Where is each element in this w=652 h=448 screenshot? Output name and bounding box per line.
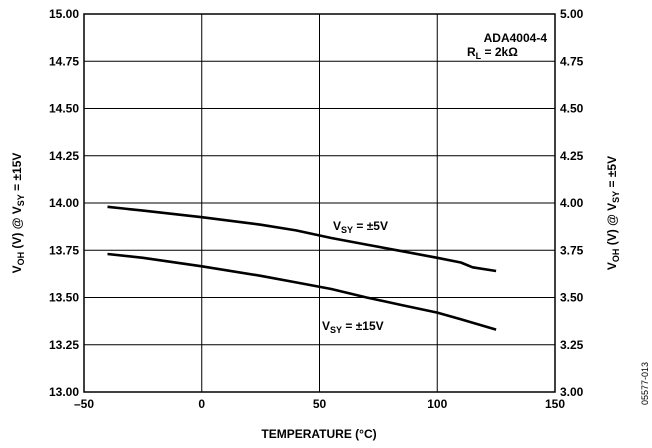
y-tick-label-right: 4.50 xyxy=(560,102,584,116)
y-tick-label-right: 3.25 xyxy=(560,338,584,352)
y-tick-label-right: 4.75 xyxy=(560,54,584,68)
y-tick-label-left: 14.00 xyxy=(49,196,79,210)
load-label: RL = 2kΩ xyxy=(467,45,518,61)
y-tick-label-left: 14.50 xyxy=(49,102,79,116)
y-tick-label-left: 14.25 xyxy=(49,149,79,163)
y-axis-label-left: VOH (V) @ VSY = ±15V xyxy=(10,153,26,274)
x-tick-label: 150 xyxy=(545,397,565,411)
series-label-15v: VSY = ±15V xyxy=(322,319,384,335)
y-tick-label-left: 13.50 xyxy=(49,291,79,305)
x-tick-label: –50 xyxy=(74,397,94,411)
y-tick-label-left: 14.75 xyxy=(49,54,79,68)
y-tick-label-left: 13.00 xyxy=(49,385,79,399)
series-label-5v: VSY = ±5V xyxy=(333,219,388,235)
series-line-5v xyxy=(107,205,497,273)
y-tick-label-left: 15.00 xyxy=(49,7,79,21)
series-layer xyxy=(107,205,497,331)
plot-frame xyxy=(83,13,556,393)
x-tick-label: 100 xyxy=(427,397,447,411)
y-tick-label-right: 5.00 xyxy=(560,7,584,21)
y-tick-label-right: 4.25 xyxy=(560,149,584,163)
x-tick-label: 50 xyxy=(313,397,327,411)
tick-layer: –50 0 50 100 150 13.00 13.25 13.50 13.75 14.00 14.… xyxy=(49,7,584,411)
figure-id: 05577-013 xyxy=(640,362,650,405)
device-label: ADA4004-4 xyxy=(484,31,548,45)
y-axis-label-right: VOH (V) @ VSY = ±5V xyxy=(605,156,621,270)
y-tick-label-right: 4.00 xyxy=(560,196,584,210)
y-tick-label-right: 3.00 xyxy=(560,385,584,399)
y-tick-label-right: 3.75 xyxy=(560,243,584,257)
y-tick-label-left: 13.25 xyxy=(49,338,79,352)
grid xyxy=(84,14,555,392)
x-axis-label: TEMPERATURE (°C) xyxy=(261,427,376,441)
y-tick-label-right: 3.50 xyxy=(560,291,584,305)
y-tick-label-left: 13.75 xyxy=(49,243,79,257)
x-tick-label: 0 xyxy=(198,397,205,411)
series-line-15v xyxy=(107,252,497,331)
